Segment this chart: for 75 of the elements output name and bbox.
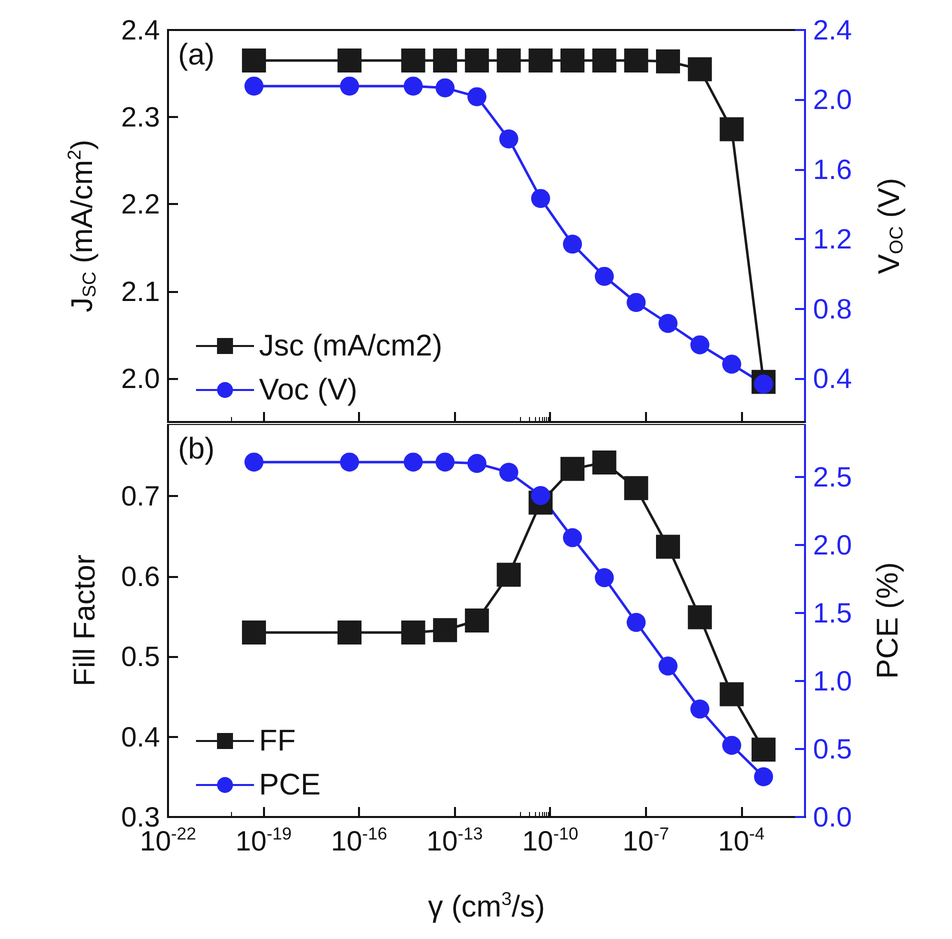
point <box>467 87 486 106</box>
point <box>592 48 616 72</box>
point <box>531 188 550 208</box>
point <box>722 354 742 374</box>
point <box>626 612 646 632</box>
y-tick-label: 0.5 <box>121 641 160 672</box>
point <box>624 476 648 500</box>
legend-label: Voc (V) <box>259 374 358 406</box>
point <box>752 738 776 762</box>
point <box>656 534 680 559</box>
point <box>436 78 455 98</box>
y2-tick-label: 1.6 <box>813 154 852 185</box>
y-tick-label: 2.2 <box>121 188 160 220</box>
point <box>690 335 710 354</box>
point <box>720 117 744 142</box>
point <box>562 528 582 548</box>
point <box>594 266 614 286</box>
point <box>560 456 584 481</box>
point <box>401 48 426 72</box>
annotation: (b) <box>178 432 215 466</box>
point <box>658 314 678 333</box>
point <box>499 129 518 148</box>
point <box>433 48 458 72</box>
y2-tick-label: 1.0 <box>813 666 852 697</box>
y2-tick-label: 2.0 <box>813 84 852 116</box>
point <box>722 736 742 755</box>
point <box>754 767 774 786</box>
point <box>499 462 518 482</box>
point <box>496 562 521 587</box>
point <box>560 48 584 72</box>
point <box>464 48 489 72</box>
point <box>594 568 614 588</box>
point <box>401 620 426 645</box>
y2-tick-label: 2.4 <box>813 14 852 46</box>
point <box>592 450 616 474</box>
point <box>688 605 712 630</box>
y2-tick-label: 2.5 <box>813 462 852 493</box>
y-tick-label: 2.3 <box>121 102 160 133</box>
y-tick-label: 0.6 <box>121 560 160 592</box>
y2-tick-label: 0.8 <box>813 293 852 324</box>
point <box>464 608 489 632</box>
y2-tick-label: 0.0 <box>813 802 852 832</box>
y-tick-label: 2.0 <box>121 362 160 394</box>
y2-tick-label: 1.2 <box>813 224 852 255</box>
point <box>658 656 678 676</box>
point <box>404 76 423 96</box>
legend-label: PCE <box>259 768 321 802</box>
y-axis-title: JSC (mA/cm2) <box>64 140 100 312</box>
y-tick-label: 0.4 <box>121 721 160 752</box>
point <box>720 682 744 706</box>
y2-tick-label: 2.0 <box>813 530 852 561</box>
point <box>626 292 646 312</box>
y2-tick-label: 0.5 <box>813 734 852 765</box>
y-tick-label: 0.7 <box>121 480 160 512</box>
y-axis-title: Fill Factor <box>68 554 102 686</box>
y2-tick-label: 0.4 <box>813 362 852 394</box>
y2-tick-label: 1.5 <box>813 598 852 629</box>
point <box>404 452 423 472</box>
point <box>496 48 521 72</box>
point <box>436 452 455 472</box>
annotation: (a) <box>178 38 215 72</box>
point <box>688 57 712 82</box>
point <box>433 618 458 642</box>
point <box>656 49 680 74</box>
point <box>528 48 553 72</box>
y2-axis-title: PCE (%) <box>872 562 904 679</box>
point <box>467 454 486 473</box>
legend-label: FF <box>259 724 296 758</box>
legend-label: Jsc (mA/cm2) <box>259 330 442 362</box>
point <box>690 700 710 719</box>
y2-axis-title: VOC (V) <box>872 178 906 274</box>
y-tick-label: 2.4 <box>121 14 160 46</box>
point <box>624 48 648 72</box>
point <box>562 234 582 254</box>
y-tick-label: 2.1 <box>121 276 160 307</box>
